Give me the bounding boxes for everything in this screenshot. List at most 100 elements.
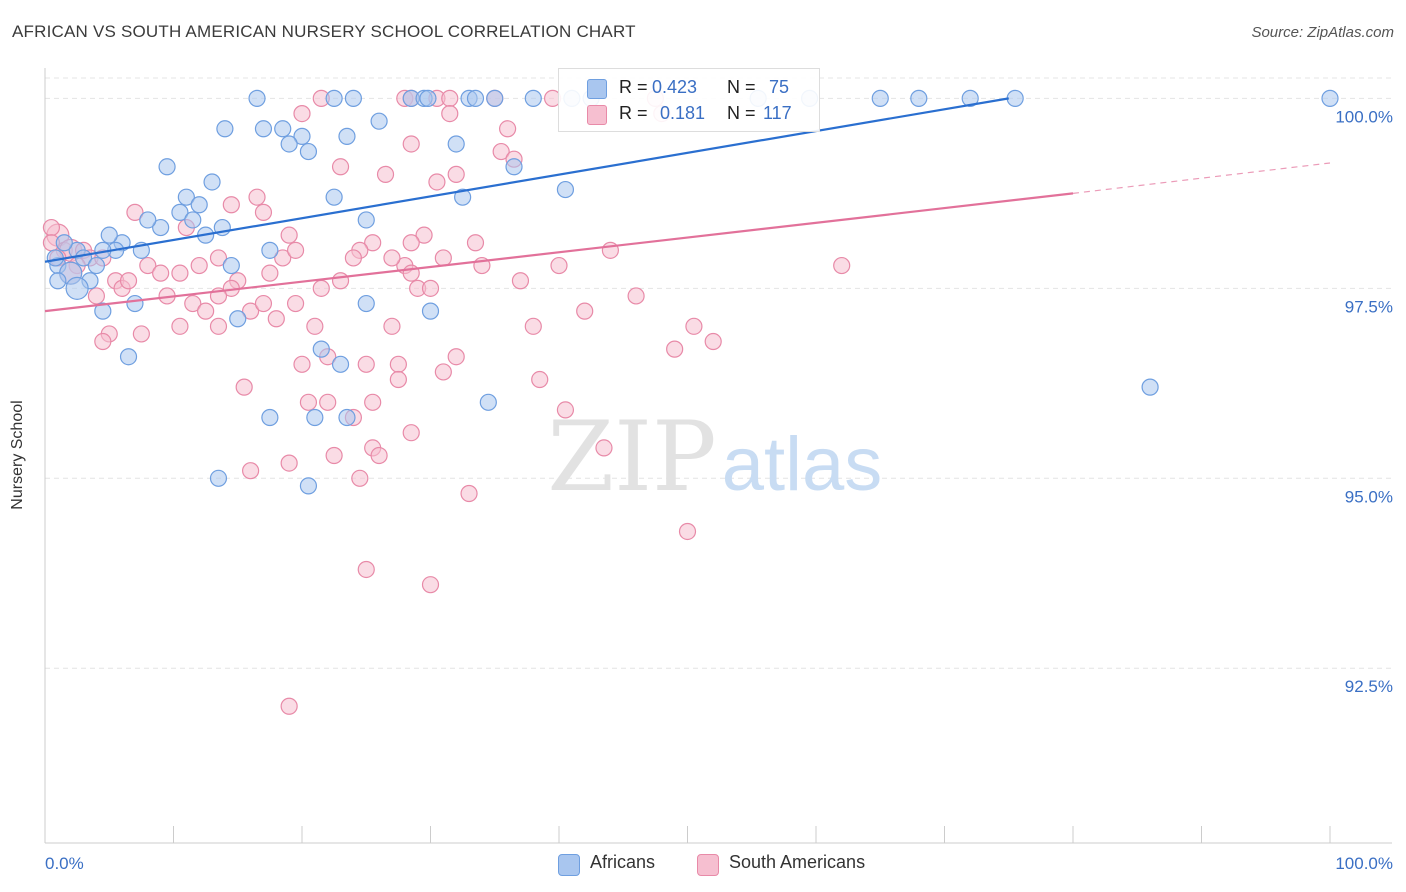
- south-americans-point: [126, 203, 144, 221]
- africans-point: [357, 294, 375, 313]
- south-americans-point: [685, 317, 703, 335]
- africans-point: [312, 340, 330, 358]
- south-americans-point: [524, 317, 542, 335]
- africans-point: [1321, 89, 1339, 107]
- africans-point: [100, 226, 118, 244]
- south-americans-label: South Americans: [729, 852, 866, 872]
- africans-point: [158, 158, 176, 176]
- south-americans-point: [222, 196, 240, 214]
- south-americans-point: [447, 348, 465, 366]
- africans-swatch: [558, 854, 580, 876]
- legend-swatch-africans: [587, 79, 607, 99]
- south-americans-point: [351, 469, 369, 487]
- africans-point: [556, 180, 575, 199]
- south-americans-point: [331, 158, 350, 176]
- correlation-legend: R = 0.423 N = 75 R = 0.181 N = 117: [558, 68, 820, 132]
- y-tick-label: 100.0%: [1335, 107, 1393, 126]
- africans-point: [49, 272, 67, 290]
- south-americans-point: [132, 325, 150, 343]
- south-americans-point: [389, 355, 407, 373]
- watermark-atlas: atlas: [722, 422, 883, 507]
- south-americans-point: [286, 294, 305, 313]
- south-americans-point: [357, 560, 375, 579]
- trend-lines: [44, 97, 1331, 313]
- legend-n-label: N =: [727, 103, 756, 123]
- africans-point: [306, 408, 324, 427]
- south-americans-point: [434, 249, 452, 267]
- legend-n-value: 117: [763, 103, 792, 123]
- africans-point: [1141, 378, 1159, 396]
- legend-r-label: R =: [619, 103, 648, 123]
- south-americans-point: [556, 401, 575, 419]
- africans-point: [209, 469, 228, 487]
- africans-point: [466, 89, 485, 107]
- south-americans-point: [376, 165, 395, 183]
- south-americans-point: [428, 173, 446, 191]
- south-americans-point: [531, 370, 549, 389]
- africans-point: [274, 120, 292, 138]
- south-americans-point: [209, 249, 228, 267]
- africans-point: [325, 188, 343, 206]
- south-americans-point: [325, 446, 343, 465]
- legend-swatch-south-americans: [587, 105, 607, 125]
- africans-point: [184, 211, 202, 229]
- south-americans-point: [293, 355, 311, 373]
- africans-point: [152, 218, 170, 237]
- africans-point: [280, 135, 298, 153]
- watermark-zip: ZIP: [547, 401, 716, 513]
- south-americans-point: [357, 355, 375, 373]
- africans-point: [94, 302, 112, 320]
- africans-point: [203, 173, 221, 191]
- axes: [44, 68, 1392, 844]
- africans-point: [87, 256, 106, 275]
- south-americans-point: [280, 697, 298, 715]
- south-americans-point: [87, 287, 106, 305]
- south-americans-point: [171, 317, 189, 335]
- south-americans-point: [666, 340, 684, 358]
- africans-point: [190, 196, 208, 214]
- south-americans-point: [576, 302, 594, 320]
- africans-point: [126, 294, 144, 313]
- africans-trend-line: [44, 97, 1009, 263]
- south-americans-point: [402, 424, 420, 442]
- south-americans-point: [242, 462, 260, 480]
- africans-point: [222, 256, 240, 275]
- africans-point: [177, 188, 195, 206]
- legend-r-value: 0.423: [652, 77, 698, 97]
- africans-point: [961, 89, 979, 107]
- south-americans-point: [492, 142, 510, 161]
- africans-point: [338, 127, 356, 145]
- chart-title: AFRICAN VS SOUTH AMERICAN NURSERY SCHOOL…: [12, 22, 636, 41]
- south-americans-point: [319, 393, 337, 411]
- africans-point: [299, 477, 318, 495]
- south-americans-point: [312, 279, 330, 297]
- south-americans-trend-extension: [1072, 162, 1331, 194]
- africans-point: [229, 310, 247, 328]
- africans-point: [293, 127, 311, 145]
- africans-point: [65, 276, 89, 300]
- x-tick-label: 100.0%: [1335, 854, 1393, 873]
- south-americans-point: [254, 294, 273, 313]
- africans-point: [254, 120, 273, 138]
- africans-point: [524, 89, 542, 107]
- africans-point: [370, 112, 388, 130]
- africans-point: [454, 188, 472, 206]
- south-americans-point: [511, 272, 530, 290]
- africans-point: [910, 89, 928, 107]
- x-tick-label: 0.0%: [45, 854, 84, 873]
- africans-point: [486, 89, 504, 107]
- south-americans-point: [421, 279, 440, 297]
- legend-n-value: 75: [769, 77, 790, 97]
- africans-point: [357, 211, 375, 229]
- legend-row-south-americans: R = 0.181 N = 117: [559, 101, 819, 127]
- south-americans-point: [704, 332, 722, 351]
- south-americans-point: [627, 287, 645, 305]
- legend-r-value: 0.181: [660, 103, 706, 123]
- tick-labels: 92.5% 95.0% 97.5% 100.0% 0.0% 100.0%: [45, 107, 1393, 873]
- south-americans-point: [280, 226, 298, 244]
- africans-point: [325, 89, 343, 107]
- gridlines: [45, 77, 1392, 669]
- south-americans-point: [415, 226, 433, 244]
- africans-point: [216, 120, 234, 138]
